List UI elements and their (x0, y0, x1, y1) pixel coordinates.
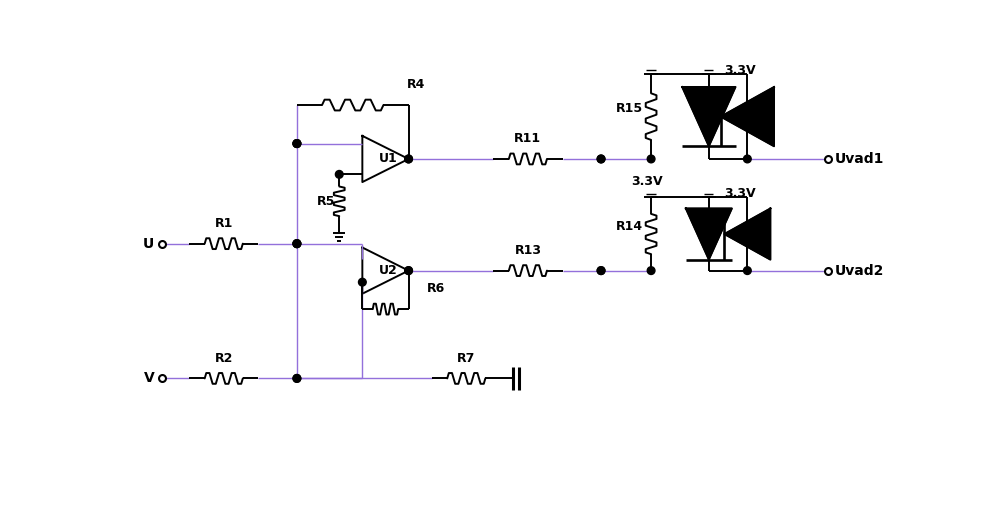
Circle shape (358, 278, 366, 286)
Text: R6: R6 (426, 282, 445, 295)
Circle shape (597, 155, 605, 163)
Text: Uvad1: Uvad1 (834, 152, 884, 166)
Text: R1: R1 (215, 217, 233, 230)
Circle shape (405, 155, 412, 163)
Circle shape (597, 155, 605, 163)
Polygon shape (721, 87, 774, 146)
Circle shape (293, 140, 301, 148)
Circle shape (293, 375, 301, 382)
Circle shape (647, 267, 655, 275)
Text: D5: D5 (711, 210, 730, 223)
Text: U1: U1 (378, 152, 397, 166)
Circle shape (293, 375, 301, 382)
Polygon shape (686, 208, 732, 260)
Circle shape (647, 155, 655, 163)
Text: R11: R11 (514, 132, 541, 145)
Text: R15: R15 (616, 103, 643, 115)
Circle shape (335, 170, 343, 178)
Text: Uvad2: Uvad2 (834, 263, 884, 278)
Text: R2: R2 (215, 352, 233, 364)
Polygon shape (682, 87, 736, 146)
Text: U2: U2 (378, 264, 397, 277)
Circle shape (405, 267, 412, 275)
Circle shape (405, 267, 412, 275)
Text: R4: R4 (407, 78, 425, 91)
Text: V: V (144, 371, 154, 386)
Circle shape (293, 240, 301, 248)
Polygon shape (724, 208, 770, 260)
Text: U: U (143, 236, 154, 251)
Circle shape (597, 267, 605, 275)
Text: D4: D4 (711, 87, 730, 100)
Circle shape (293, 240, 301, 248)
Text: R13: R13 (514, 244, 541, 257)
Circle shape (293, 140, 301, 148)
Circle shape (744, 155, 751, 163)
Circle shape (405, 155, 412, 163)
Circle shape (744, 267, 751, 275)
Circle shape (597, 267, 605, 275)
Text: 3.3V: 3.3V (724, 64, 756, 77)
Text: R5: R5 (317, 195, 335, 208)
Circle shape (293, 140, 301, 148)
Circle shape (293, 240, 301, 248)
Text: R14: R14 (616, 220, 643, 233)
Text: 3.3V: 3.3V (631, 175, 663, 188)
Text: R7: R7 (457, 352, 475, 364)
Text: 3.3V: 3.3V (724, 187, 756, 200)
